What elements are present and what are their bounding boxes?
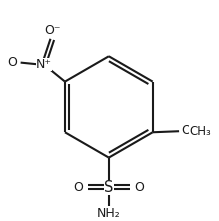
Text: S: S <box>104 180 113 195</box>
Text: O: O <box>181 124 191 137</box>
Text: O: O <box>134 181 144 194</box>
Text: O⁻: O⁻ <box>44 25 60 37</box>
Text: CH₃: CH₃ <box>189 125 211 138</box>
Text: O: O <box>73 181 83 194</box>
Text: NH₂: NH₂ <box>97 207 121 220</box>
Text: N⁺: N⁺ <box>36 58 52 71</box>
Text: O: O <box>7 56 17 69</box>
